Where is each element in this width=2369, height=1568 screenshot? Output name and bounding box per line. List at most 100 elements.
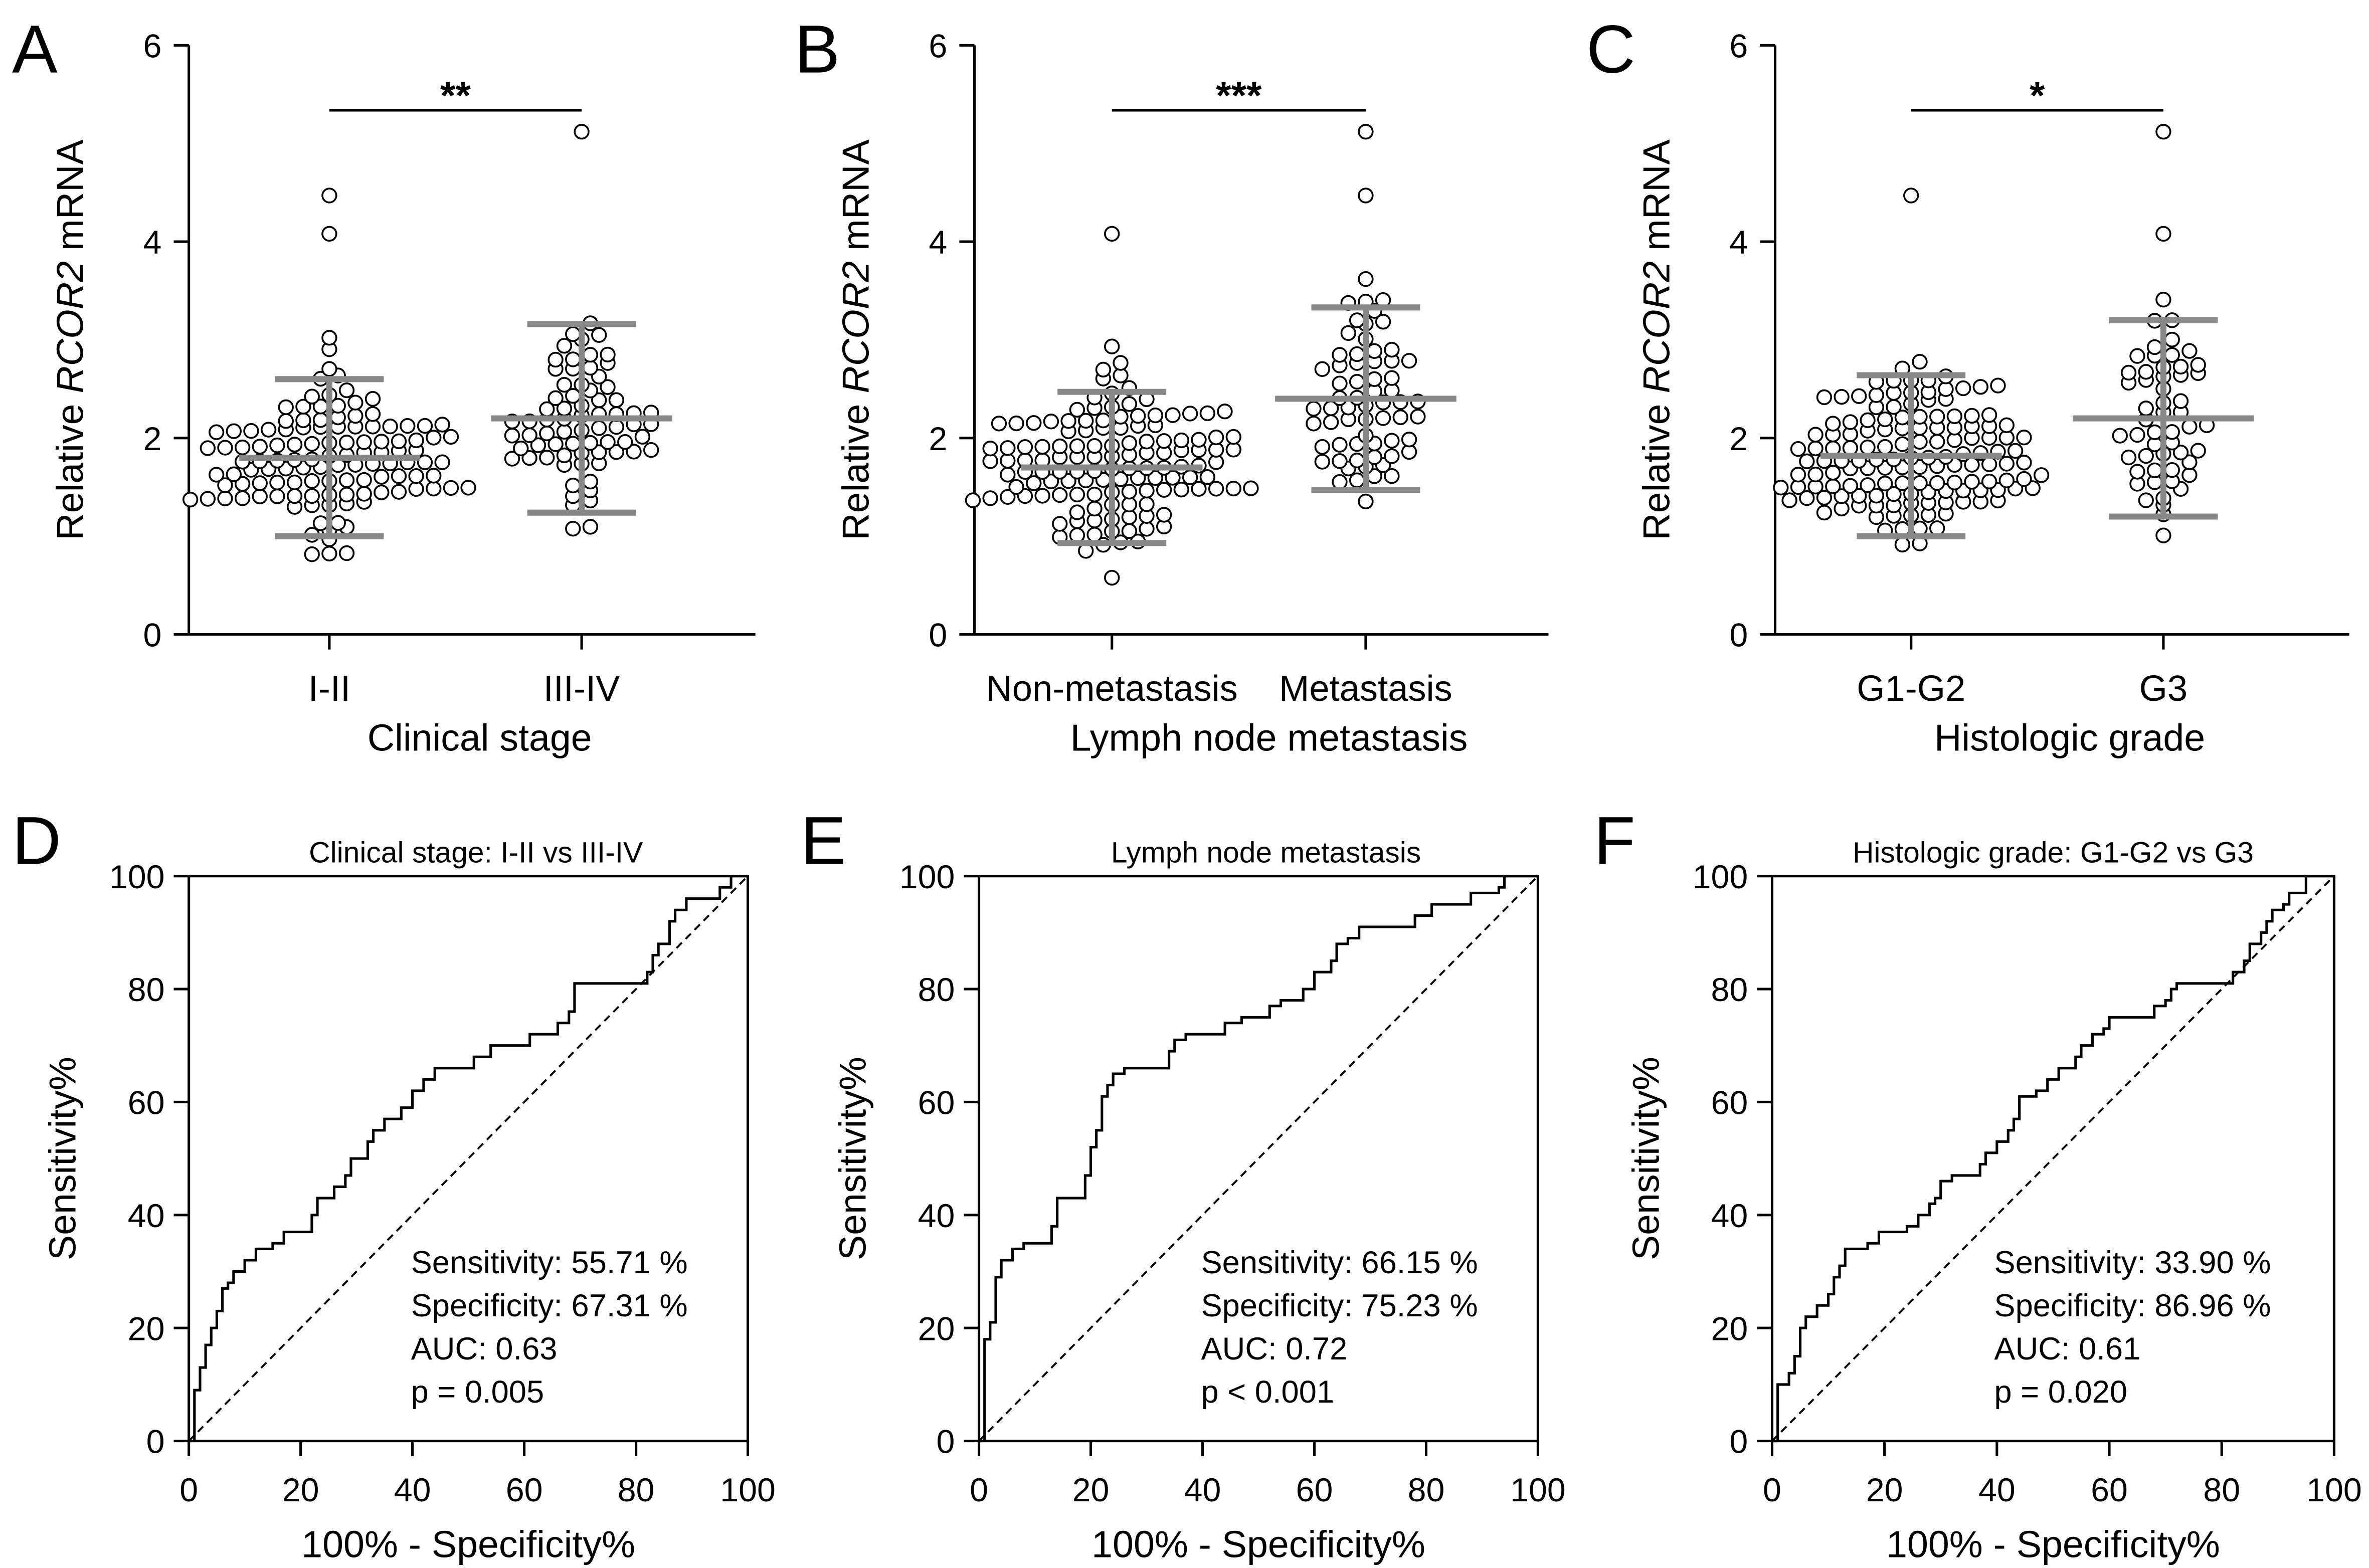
data-point [1340, 325, 1356, 341]
data-point [565, 326, 581, 342]
data-point [217, 490, 233, 506]
data-point [1060, 413, 1076, 429]
y-tick-label: 60 [1711, 1085, 1748, 1122]
data-point [1208, 481, 1224, 497]
data-point [1121, 496, 1138, 513]
x-axis-label: 100% - Specificity% [1886, 1523, 2220, 1565]
data-point [2112, 428, 2128, 444]
data-point [574, 124, 590, 140]
panel-letter-C: C [1586, 11, 1635, 87]
data-point [1877, 439, 1893, 455]
data-point [1868, 387, 1885, 403]
panel-E: E Lymph node metastasis 0 20 40 60 80 100 0 20 40 6… [801, 803, 1566, 1565]
category-label: III-IV [543, 669, 620, 709]
panel-letter-B: B [795, 11, 840, 87]
data-point [565, 351, 581, 367]
data-point [1366, 449, 1382, 465]
data-point [1314, 454, 1330, 470]
data-point [1139, 483, 1155, 499]
category-label: Metastasis [1279, 669, 1452, 709]
y-tick-label: 20 [1711, 1310, 1748, 1347]
y-axis-label-prefix: Relative [835, 394, 877, 540]
data-point [1894, 436, 1911, 452]
x-tick-label: 20 [1866, 1472, 1903, 1509]
plot-frame [188, 875, 750, 1443]
panel-letter-F: F [1594, 803, 1635, 879]
data-point [1366, 371, 1382, 387]
panel-D: D Clinical stage: I-II vs III-IV 0 20 40 60 80… [12, 803, 776, 1565]
roc-stat: p = 0.005 [411, 1375, 544, 1410]
data-point [234, 490, 251, 506]
data-point [1807, 466, 1824, 483]
data-point [321, 361, 337, 377]
data-point [1349, 472, 1365, 488]
data-point [234, 439, 251, 456]
data-point [391, 433, 407, 449]
data-point [1946, 474, 1962, 491]
x-tick-label: 0 [179, 1472, 198, 1509]
data-point [1816, 504, 1833, 521]
data-point [582, 359, 599, 376]
roc-stat: p = 0.020 [1994, 1375, 2127, 1410]
data-point [1964, 408, 1980, 424]
panel-A: A 0 2 4 6 Relative RCOR2 mRNA I-II III-IV Clinic… [12, 11, 756, 759]
data-point [2120, 364, 2137, 381]
plot-frame [1770, 875, 2335, 1443]
data-point [1384, 448, 1400, 464]
data-point [374, 484, 390, 500]
data-point [1860, 439, 1876, 456]
y-axis-label-prefix: Relative [1635, 394, 1678, 540]
data-point [1052, 516, 1068, 532]
data-point [1000, 489, 1016, 505]
reference-diagonal [978, 875, 1539, 1442]
data-point [374, 434, 390, 450]
data-point [1384, 341, 1400, 358]
x-tick-label: 40 [1184, 1472, 1221, 1509]
roc-stat: Sensitivity: 66.15 % [1201, 1245, 1478, 1280]
data-point [2164, 347, 2180, 363]
data-point [2181, 454, 2198, 470]
data-point [1121, 484, 1138, 500]
y-axis-label-gene: RCOR2 [835, 261, 877, 394]
data-point [548, 436, 564, 452]
x-tick-label: 0 [970, 1472, 988, 1509]
data-point [295, 399, 311, 415]
data-point [2033, 467, 2050, 483]
x-tick-label: 60 [2091, 1472, 2128, 1509]
data-point [539, 425, 555, 442]
reference-diagonal [1771, 875, 2335, 1442]
roc-title: Clinical stage: I-II vs III-IV [309, 837, 643, 869]
data-point [1410, 409, 1426, 425]
data-point [304, 473, 320, 489]
data-point [2120, 449, 2137, 466]
data-point [1964, 474, 1980, 490]
data-point [1894, 536, 1911, 553]
data-point [243, 423, 259, 439]
x-tick-label: 20 [282, 1472, 319, 1509]
data-point [1894, 475, 1911, 491]
data-point [1173, 481, 1189, 498]
data-point [608, 419, 625, 435]
data-point [1139, 496, 1155, 512]
data-point [1217, 404, 1233, 420]
data-point [548, 351, 564, 368]
data-point [460, 480, 476, 496]
data-point [1851, 388, 1867, 404]
data-point [200, 491, 216, 507]
data-point [1113, 355, 1129, 371]
data-point [1069, 438, 1085, 454]
data-point [539, 450, 555, 466]
data-point [1877, 411, 1893, 428]
data-point [1955, 380, 1971, 397]
data-point [1384, 433, 1400, 449]
data-point [521, 450, 537, 466]
data-point [217, 440, 233, 456]
roc-stat: Specificity: 86.96 % [1994, 1288, 2271, 1323]
data-point [2138, 492, 2154, 508]
data-point [226, 466, 242, 482]
data-point [1208, 429, 1224, 446]
data-point [617, 434, 633, 450]
data-point [200, 440, 216, 456]
data-point [1790, 441, 1806, 457]
roc-stat: Sensitivity: 55.71 % [411, 1245, 688, 1280]
